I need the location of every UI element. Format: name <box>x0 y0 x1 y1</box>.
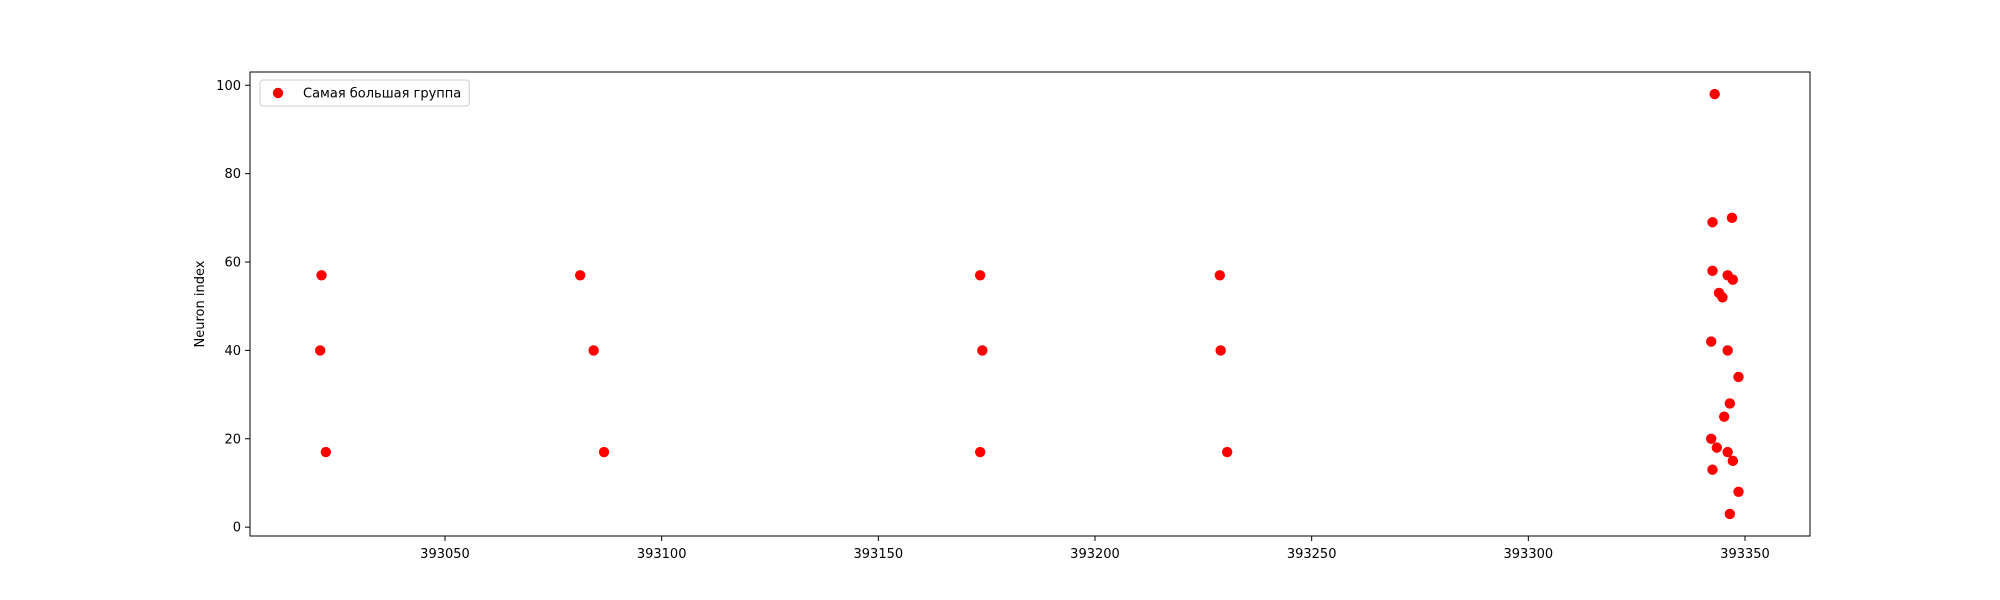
data-point <box>1707 464 1718 475</box>
data-point <box>1722 446 1733 458</box>
data-point <box>1707 265 1718 277</box>
y-tick-label: 80 <box>224 167 241 182</box>
legend: Самая большая группа <box>259 79 470 107</box>
data-point <box>588 345 599 356</box>
data-points <box>315 88 1744 520</box>
data-point <box>1706 336 1717 347</box>
data-point <box>1214 270 1226 281</box>
x-tick-label: 393150 <box>854 547 904 562</box>
data-point <box>1727 274 1739 285</box>
x-tick-label: 393350 <box>1720 547 1770 562</box>
y-tick-label: 60 <box>224 256 241 271</box>
data-point <box>1724 398 1736 409</box>
legend-marker <box>272 87 284 99</box>
x-tick-label: 393100 <box>637 547 687 562</box>
legend-box <box>259 79 470 107</box>
data-point <box>1724 508 1736 520</box>
axis-ticks: 393050 393100 393150 393200 393250 393300 3933… <box>216 79 1770 562</box>
y-axis-label: Neuron index <box>193 260 208 347</box>
data-point <box>1733 371 1744 383</box>
x-tick-label: 393200 <box>1070 547 1120 562</box>
y-tick-label: 100 <box>216 79 241 94</box>
data-point <box>974 270 986 281</box>
data-point <box>1722 345 1733 356</box>
data-point <box>1221 446 1233 458</box>
data-point <box>315 345 326 356</box>
data-point <box>1709 88 1720 100</box>
data-point <box>977 345 988 356</box>
data-point <box>1717 292 1728 303</box>
data-point <box>1726 212 1738 224</box>
data-point <box>598 446 610 458</box>
x-tick-label: 393050 <box>420 547 470 562</box>
data-point <box>320 446 332 458</box>
data-point <box>1706 433 1717 444</box>
data-point <box>1733 486 1744 498</box>
x-tick-label: 393250 <box>1287 547 1337 562</box>
x-tick-label: 393300 <box>1504 547 1554 562</box>
axes-frame <box>249 71 1811 537</box>
data-point <box>316 270 327 281</box>
y-tick-label: 20 <box>224 432 241 447</box>
data-point <box>1215 345 1226 356</box>
data-point <box>974 446 986 458</box>
y-tick-label: 40 <box>224 344 241 359</box>
y-tick-label: 0 <box>233 521 241 536</box>
data-point <box>1707 217 1718 228</box>
legend-label: Самая большая группа <box>303 87 461 102</box>
data-point <box>575 270 586 281</box>
data-point <box>1719 411 1730 422</box>
data-point <box>1727 455 1739 467</box>
data-point <box>1711 442 1723 453</box>
